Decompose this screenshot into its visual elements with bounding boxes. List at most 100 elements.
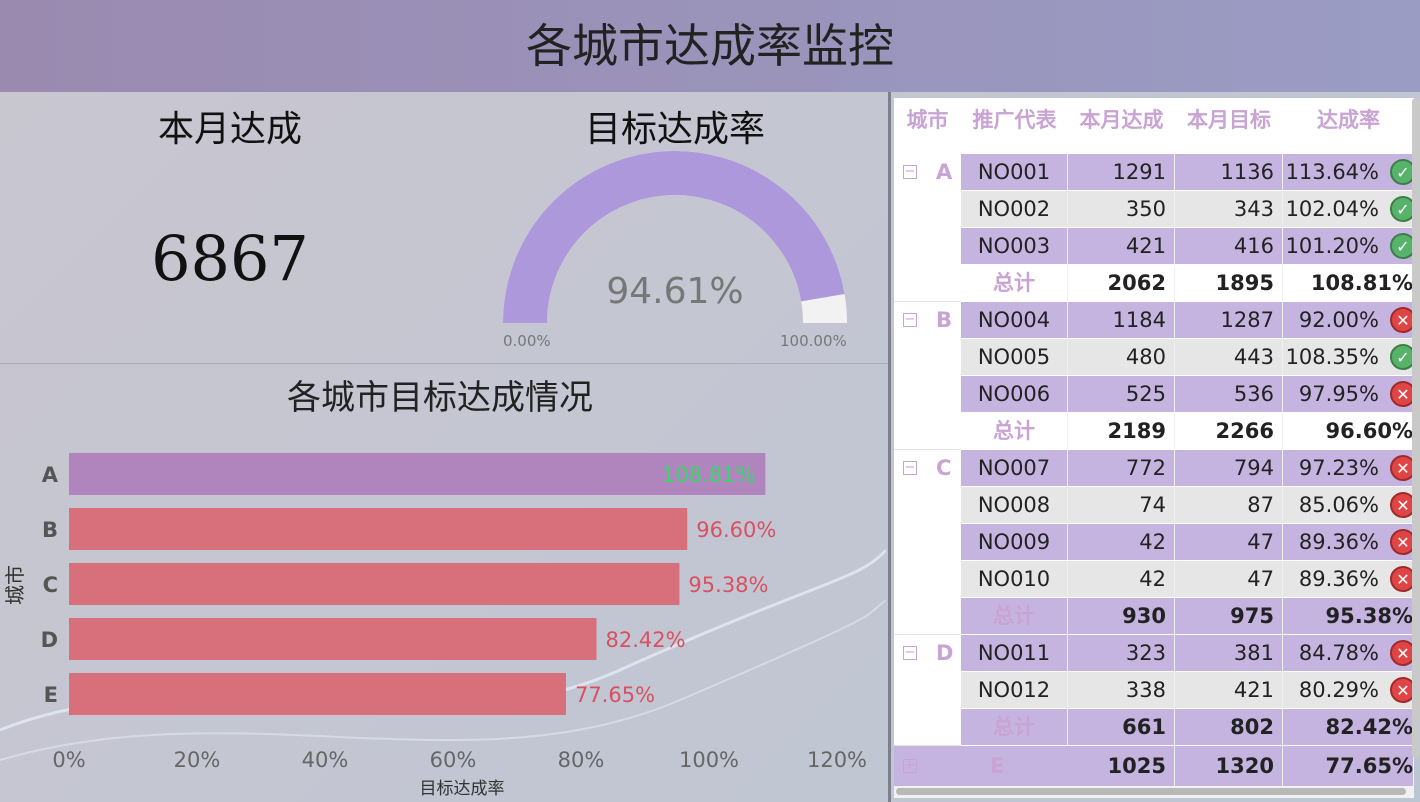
- table-row[interactable]: NO010 42 47 89.36% ✕: [961, 561, 1414, 597]
- total-label: 总计: [961, 709, 1068, 745]
- gauge-max-label: 100.00%: [780, 332, 847, 350]
- city-cell: + E: [894, 746, 961, 786]
- city-name: E: [990, 746, 1004, 786]
- header-bar: 各城市达成率监控: [0, 0, 1420, 92]
- data-label: 95.38%: [688, 573, 768, 597]
- target-cell: 1287: [1175, 302, 1283, 338]
- actual-cell: 480: [1068, 339, 1175, 375]
- collapse-icon[interactable]: −: [903, 461, 917, 475]
- actual-cell: 323: [1068, 635, 1175, 671]
- section-divider: [0, 363, 888, 364]
- x-axis-label: 目标达成率: [420, 779, 505, 799]
- x-tick-label: 40%: [302, 748, 349, 772]
- bar-a: [69, 453, 765, 495]
- category-label: E: [44, 683, 58, 707]
- target-cell: 1136: [1175, 154, 1283, 190]
- table-row[interactable]: NO009 42 47 89.36% ✕: [961, 524, 1414, 560]
- x-tick-label: 20%: [174, 748, 221, 772]
- category-label: A: [42, 463, 59, 487]
- table-row-city-e-collapsed[interactable]: + E 1025 1320 77.65%: [894, 746, 1414, 786]
- col-header-actual[interactable]: 本月达成: [1068, 98, 1176, 150]
- bar-e: [69, 673, 566, 715]
- data-label: 96.60%: [696, 518, 776, 542]
- rep-cell: NO012: [961, 672, 1068, 708]
- col-header-rate[interactable]: 达成率: [1283, 98, 1414, 150]
- collapse-icon[interactable]: −: [903, 165, 917, 179]
- col-header-rep[interactable]: 推广代表: [961, 98, 1069, 150]
- data-label: 82.42%: [605, 628, 685, 652]
- rate-value: 92.00%: [1299, 308, 1379, 332]
- table-row[interactable]: NO001 1291 1136 113.64% ✓: [961, 154, 1414, 190]
- total-actual: 1025: [1068, 746, 1175, 786]
- total-rate: 77.65%: [1283, 746, 1414, 786]
- target-cell: 47: [1175, 561, 1283, 597]
- rate-value: 113.64%: [1286, 160, 1379, 184]
- table-total-row: 总计 930 975 95.38%: [961, 598, 1414, 634]
- collapse-icon[interactable]: −: [903, 646, 917, 660]
- data-label: 77.65%: [575, 683, 655, 707]
- total-actual: 661: [1068, 709, 1175, 745]
- col-header-target[interactable]: 本月目标: [1175, 98, 1284, 150]
- vertical-scrollbar[interactable]: [1412, 98, 1420, 758]
- target-cell: 381: [1175, 635, 1283, 671]
- table-row[interactable]: NO002 350 343 102.04% ✓: [961, 191, 1414, 227]
- check-icon: ✓: [1390, 233, 1414, 259]
- total-rate: 96.60%: [1283, 413, 1414, 449]
- bar-d: [69, 618, 596, 660]
- rate-value: 97.23%: [1299, 456, 1379, 480]
- gauge-min-label: 0.00%: [503, 332, 551, 350]
- gauge-chart: 94.61%: [480, 140, 880, 340]
- table-row[interactable]: NO011 323 381 84.78% ✕: [961, 635, 1414, 671]
- rate-value: 89.36%: [1299, 530, 1379, 554]
- total-rate: 108.81%: [1283, 265, 1414, 301]
- bar-chart-title: 各城市目标达成情况: [140, 370, 740, 419]
- table-row[interactable]: NO006 525 536 97.95% ✕: [961, 376, 1414, 412]
- actual-cell: 421: [1068, 228, 1175, 264]
- city-name: A: [936, 154, 952, 190]
- rep-cell: NO010: [961, 561, 1068, 597]
- target-cell: 87: [1175, 487, 1283, 523]
- col-header-city[interactable]: 城市: [894, 98, 962, 150]
- cross-icon: ✕: [1390, 640, 1414, 666]
- rep-cell: NO001: [961, 154, 1068, 190]
- total-actual: 930: [1068, 598, 1175, 634]
- rate-value: 84.78%: [1299, 641, 1379, 665]
- expand-icon[interactable]: +: [903, 759, 917, 773]
- rate-value: 108.35%: [1286, 345, 1379, 369]
- horizontal-scrollbar[interactable]: [896, 788, 1406, 795]
- actual-cell: 772: [1068, 450, 1175, 486]
- table-row[interactable]: NO012 338 421 80.29% ✕: [961, 672, 1414, 708]
- city-name: D: [936, 635, 953, 671]
- data-label: 108.81%: [662, 463, 755, 487]
- city-cell-b: − B: [894, 302, 961, 338]
- total-actual: 2062: [1068, 265, 1175, 301]
- table-row[interactable]: NO008 74 87 85.06% ✕: [961, 487, 1414, 523]
- table-row[interactable]: NO004 1184 1287 92.00% ✕: [961, 302, 1414, 338]
- table-row[interactable]: NO007 772 794 97.23% ✕: [961, 450, 1414, 486]
- page-title: 各城市达成率监控: [0, 10, 1420, 76]
- x-tick-label: 80%: [558, 748, 605, 772]
- rate-value: 85.06%: [1299, 493, 1379, 517]
- table-row[interactable]: NO003 421 416 101.20% ✓: [961, 228, 1414, 264]
- y-axis-label: 城市: [3, 565, 27, 605]
- target-cell: 536: [1175, 376, 1283, 412]
- check-icon: ✓: [1390, 196, 1414, 222]
- x-tick-label: 120%: [807, 748, 867, 772]
- total-rate: 95.38%: [1283, 598, 1414, 634]
- category-label: D: [41, 628, 58, 652]
- rep-cell: NO008: [961, 487, 1068, 523]
- collapse-icon[interactable]: −: [903, 313, 917, 327]
- gauge-value: 94.61%: [606, 271, 743, 312]
- actual-cell: 338: [1068, 672, 1175, 708]
- rate-value: 80.29%: [1299, 678, 1379, 702]
- city-cell-c: − C: [894, 450, 961, 486]
- target-cell: 47: [1175, 524, 1283, 560]
- rate-value: 97.95%: [1299, 382, 1379, 406]
- total-target: 1320: [1175, 746, 1283, 786]
- rep-cell: NO011: [961, 635, 1068, 671]
- rate-value: 102.04%: [1286, 197, 1379, 221]
- target-cell: 343: [1175, 191, 1283, 227]
- total-rate: 82.42%: [1283, 709, 1414, 745]
- table-row[interactable]: NO005 480 443 108.35% ✓: [961, 339, 1414, 375]
- actual-cell: 74: [1068, 487, 1175, 523]
